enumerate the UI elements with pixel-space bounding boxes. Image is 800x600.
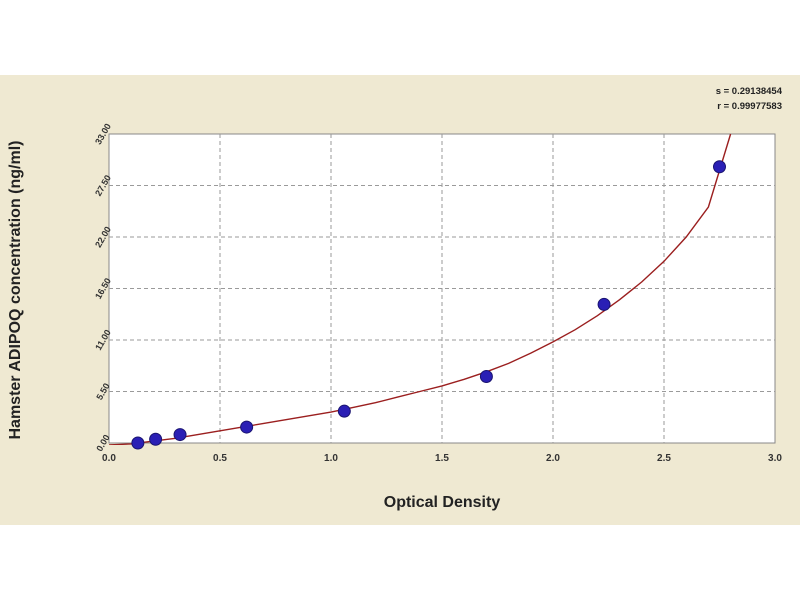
data-point (149, 432, 163, 446)
fit-curve (109, 133, 732, 445)
fit-statistics: s = 0.29138454 r = 0.99977583 (716, 84, 782, 114)
x-tick-label: 1.0 (324, 453, 338, 464)
data-point (597, 297, 611, 311)
data-point (479, 370, 493, 384)
x-axis-label: Optical Density (384, 494, 501, 511)
data-point (713, 160, 726, 174)
data-points (131, 160, 726, 450)
grid (109, 134, 775, 443)
data-point (240, 420, 254, 434)
data-point (173, 428, 187, 442)
x-tick-label: 0.0 (102, 453, 116, 464)
x-tick-label: 2.0 (546, 453, 560, 464)
x-tick-label: 0.5 (213, 453, 227, 464)
x-tick-label: 3.0 (768, 453, 782, 464)
x-tick-label: 2.5 (657, 453, 671, 464)
stat-s: s = 0.29138454 (715, 86, 782, 97)
stat-r: r = 0.99977583 (717, 101, 782, 112)
x-axis: 0.0 0.5 1.0 1.5 2.0 2.5 3.0 (102, 453, 782, 464)
y-axis-label: Hamster ADIPOQ concentration (ng/ml) (7, 141, 24, 440)
x-tick-label: 1.5 (435, 453, 449, 464)
data-point (131, 436, 145, 450)
data-point (337, 404, 351, 418)
